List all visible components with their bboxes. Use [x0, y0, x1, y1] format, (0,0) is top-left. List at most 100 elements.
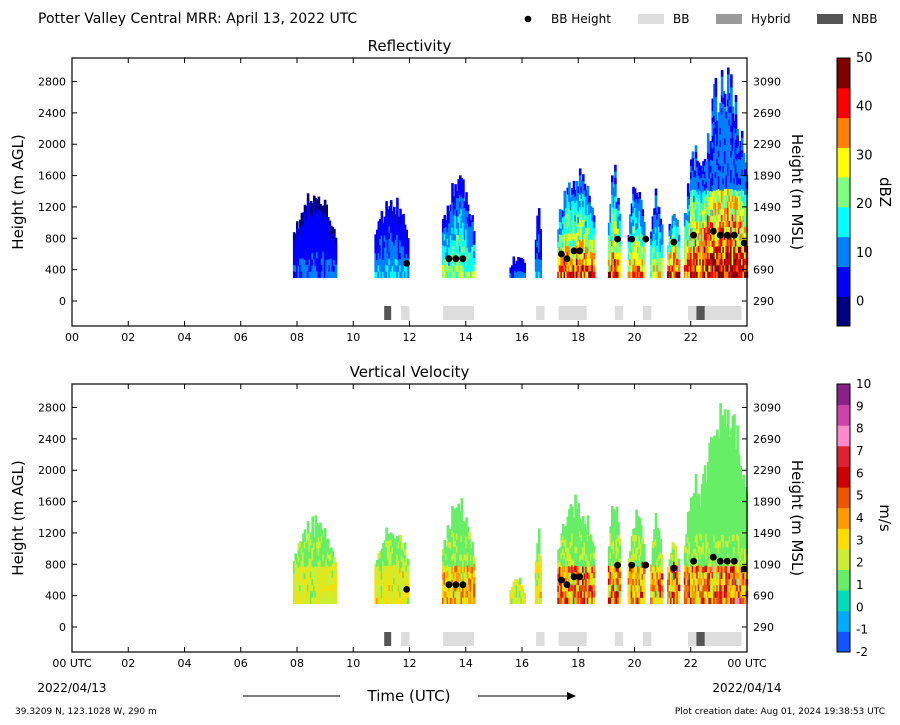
- heatmap-cell: [382, 549, 385, 556]
- heatmap-cell: [465, 523, 468, 531]
- heatmap-cell: [585, 584, 588, 592]
- heatmap-cell: [311, 578, 314, 586]
- heatmap-cell: [299, 239, 302, 246]
- heatmap-cell: [609, 228, 612, 235]
- heatmap-cell: [731, 440, 735, 448]
- heatmap-cell: [710, 221, 713, 229]
- heatmap-cell: [710, 560, 713, 567]
- heatmap-cell: [633, 540, 637, 548]
- heatmap-cell: [443, 540, 447, 547]
- heatmap-cell: [333, 563, 336, 571]
- heatmap-cell: [558, 566, 562, 574]
- heatmap-cell: [677, 271, 681, 278]
- y-tick-right-label: 1090: [753, 232, 781, 245]
- heatmap-cell: [322, 597, 325, 604]
- heatmap-cell: [316, 541, 319, 549]
- heatmap-cell: [389, 538, 393, 546]
- heatmap-cell: [733, 439, 736, 447]
- heatmap-cell: [627, 584, 631, 592]
- heatmap-cell: [714, 461, 718, 468]
- heatmap-cell: [374, 596, 377, 604]
- heatmap-cell: [445, 220, 448, 228]
- heatmap-cell: [460, 535, 464, 542]
- y-tick-right-label: 690: [753, 264, 774, 277]
- heatmap-cell: [457, 509, 460, 517]
- heatmap-cell: [708, 246, 711, 254]
- heatmap-cell: [717, 546, 721, 554]
- heatmap-cell: [609, 558, 612, 566]
- heatmap-cell: [693, 585, 696, 592]
- heatmap-cell: [314, 572, 318, 579]
- heatmap-cell: [333, 271, 336, 278]
- heatmap-cell: [397, 247, 401, 254]
- heatmap-cell: [459, 578, 462, 586]
- heatmap-cell: [739, 184, 742, 191]
- heatmap-cell: [719, 578, 722, 586]
- heatmap-cell: [566, 245, 570, 253]
- heatmap-cell: [653, 252, 656, 260]
- heatmap-cell: [466, 204, 470, 212]
- heatmap-cell: [460, 516, 464, 524]
- heatmap-cell: [469, 578, 473, 586]
- heatmap-cell: [451, 189, 454, 197]
- heatmap-cell: [466, 558, 470, 566]
- y-tick-label: 2000: [38, 138, 66, 151]
- heatmap-cell: [710, 455, 713, 463]
- heatmap-cell: [740, 150, 744, 157]
- heatmap-cell: [455, 228, 459, 235]
- heatmap-cell: [396, 560, 399, 568]
- heatmap-cell: [571, 584, 574, 592]
- heatmap-cell: [633, 546, 637, 554]
- heatmap-cell: [319, 228, 322, 236]
- heatmap-cell: [725, 245, 728, 253]
- heatmap-cell: [725, 264, 728, 272]
- heatmap-cell: [580, 216, 584, 224]
- heatmap-cell: [723, 239, 727, 247]
- heatmap-cell: [711, 470, 715, 478]
- heatmap-cell: [615, 252, 619, 260]
- heatmap-cell: [385, 578, 388, 585]
- heatmap-cell: [705, 206, 708, 214]
- heatmap-cell: [465, 228, 468, 236]
- heatmap-cell: [656, 212, 659, 220]
- heatmap-cell: [326, 545, 330, 553]
- heatmap-cell: [617, 522, 620, 529]
- heatmap-cell: [403, 560, 407, 568]
- heatmap-cell: [455, 271, 459, 278]
- heatmap-cell: [722, 97, 725, 104]
- heatmap-cell: [708, 153, 711, 161]
- heatmap-cell: [676, 251, 679, 259]
- heatmap-cell: [566, 264, 570, 272]
- heatmap-cell: [614, 258, 617, 266]
- heatmap-cell: [706, 145, 710, 153]
- heatmap-cell: [382, 579, 385, 586]
- heatmap-cell: [521, 598, 525, 604]
- heatmap-cell: [612, 559, 616, 567]
- heatmap-cell: [320, 585, 324, 592]
- heatmap-cell: [558, 572, 562, 580]
- heatmap-cell: [302, 578, 305, 585]
- heatmap-cell: [722, 472, 725, 479]
- heatmap-cell: [723, 584, 727, 592]
- heatmap-cell: [459, 194, 462, 202]
- heatmap-cell: [577, 265, 580, 272]
- heatmap-cell: [305, 206, 308, 214]
- heatmap-cell: [568, 559, 571, 567]
- heatmap-cell: [294, 246, 297, 253]
- heatmap-cell: [697, 207, 701, 215]
- heatmap-cell: [723, 522, 727, 529]
- heatmap-cell: [311, 246, 314, 254]
- heatmap-cell: [633, 213, 637, 221]
- heatmap-cell: [445, 565, 448, 573]
- heatmap-cell: [736, 197, 739, 204]
- heatmap-cell: [711, 154, 715, 161]
- heatmap-cell: [725, 451, 728, 459]
- heatmap-cell: [403, 224, 407, 232]
- heatmap-cell: [706, 271, 710, 278]
- heatmap-cell: [517, 597, 520, 604]
- heatmap-cell: [733, 483, 736, 491]
- heatmap-cell: [302, 231, 305, 239]
- heatmap-cell: [534, 591, 538, 598]
- heatmap-cell: [388, 534, 391, 541]
- heatmap-cell: [697, 539, 701, 546]
